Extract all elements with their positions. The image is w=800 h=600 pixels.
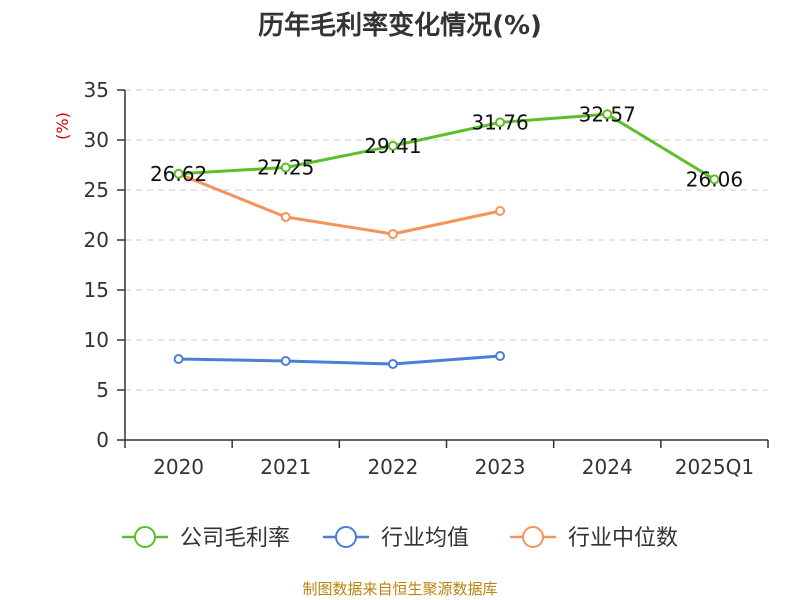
y-tick-label-25: 25 (84, 178, 109, 202)
y-tick-label-35: 35 (84, 78, 109, 102)
y-tick-label-10: 10 (84, 328, 109, 352)
legend-item-1[interactable]: 行业均值 (323, 526, 469, 551)
data-point-2-1[interactable] (280, 212, 291, 222)
data-label-2024: 32.57 (579, 102, 636, 126)
grid-lines (125, 89, 768, 391)
legend-label-0: 公司毛利率 (180, 526, 290, 551)
y-axis-label: (%) (53, 112, 72, 140)
x-tick-label-2024: 2024 (582, 455, 633, 479)
legend-swatch-marker-0 (134, 526, 156, 548)
legend-item-0[interactable]: 公司毛利率 (122, 526, 290, 551)
y-tick-label-20: 20 (84, 228, 109, 252)
data-label-2021: 27.25 (257, 156, 314, 180)
x-tick-label-2021: 2021 (260, 455, 311, 479)
data-point-1-2[interactable] (387, 359, 398, 369)
data-label-2025Q1: 26.06 (686, 167, 743, 191)
x-tick-label-2022: 2022 (367, 455, 418, 479)
x-tick-label-2020: 2020 (153, 455, 204, 479)
series-line-0 (178, 112, 716, 181)
data-point-1-0[interactable] (173, 354, 184, 364)
data-label-2022: 29.41 (364, 134, 421, 158)
series-line-2 (178, 172, 501, 236)
legend-label-2: 行业中位数 (568, 526, 678, 551)
axes: 0 5 10 15 20 25 30 35 2020 2021 2022 2023 2024 2025Q1 (84, 78, 769, 479)
y-tick-label-15: 15 (84, 278, 109, 302)
data-point-1-1[interactable] (280, 356, 291, 366)
data-point-0-2[interactable] (387, 140, 398, 151)
data-point-0-1[interactable] (280, 162, 291, 173)
legend-swatch-marker-2 (522, 526, 544, 548)
data-point-0-3[interactable] (495, 117, 506, 128)
legend: 公司毛利率 行业均值 行业中位数 (122, 526, 678, 551)
data-point-2-2[interactable] (387, 229, 398, 239)
x-tick-label-2025Q1: 2025Q1 (675, 455, 754, 479)
data-point-1-3[interactable] (495, 351, 506, 361)
legend-swatch-marker-1 (335, 526, 357, 548)
data-point-0-4[interactable] (602, 109, 613, 120)
data-label-2020: 26.62 (150, 162, 207, 186)
y-tick-label-0: 0 (96, 428, 109, 452)
chart-title: 历年毛利率变化情况(%) (258, 10, 542, 41)
series-line-1 (178, 354, 501, 366)
legend-label-1: 行业均值 (381, 526, 469, 551)
y-tick-label-5: 5 (96, 378, 109, 402)
data-point-0-0[interactable] (173, 168, 184, 179)
source-note: 制图数据来自恒生聚源数据库 (302, 580, 497, 598)
data-label-2023: 31.76 (471, 110, 528, 134)
data-point-0-5[interactable] (709, 174, 720, 185)
x-tick-label-2023: 2023 (475, 455, 526, 479)
legend-item-2[interactable]: 行业中位数 (510, 526, 678, 551)
series-lines (173, 109, 720, 369)
y-tick-label-30: 30 (84, 128, 109, 152)
data-point-2-3[interactable] (495, 206, 506, 216)
data-labels: 26.62 27.25 29.41 31.76 32.57 26.06 (150, 102, 743, 191)
